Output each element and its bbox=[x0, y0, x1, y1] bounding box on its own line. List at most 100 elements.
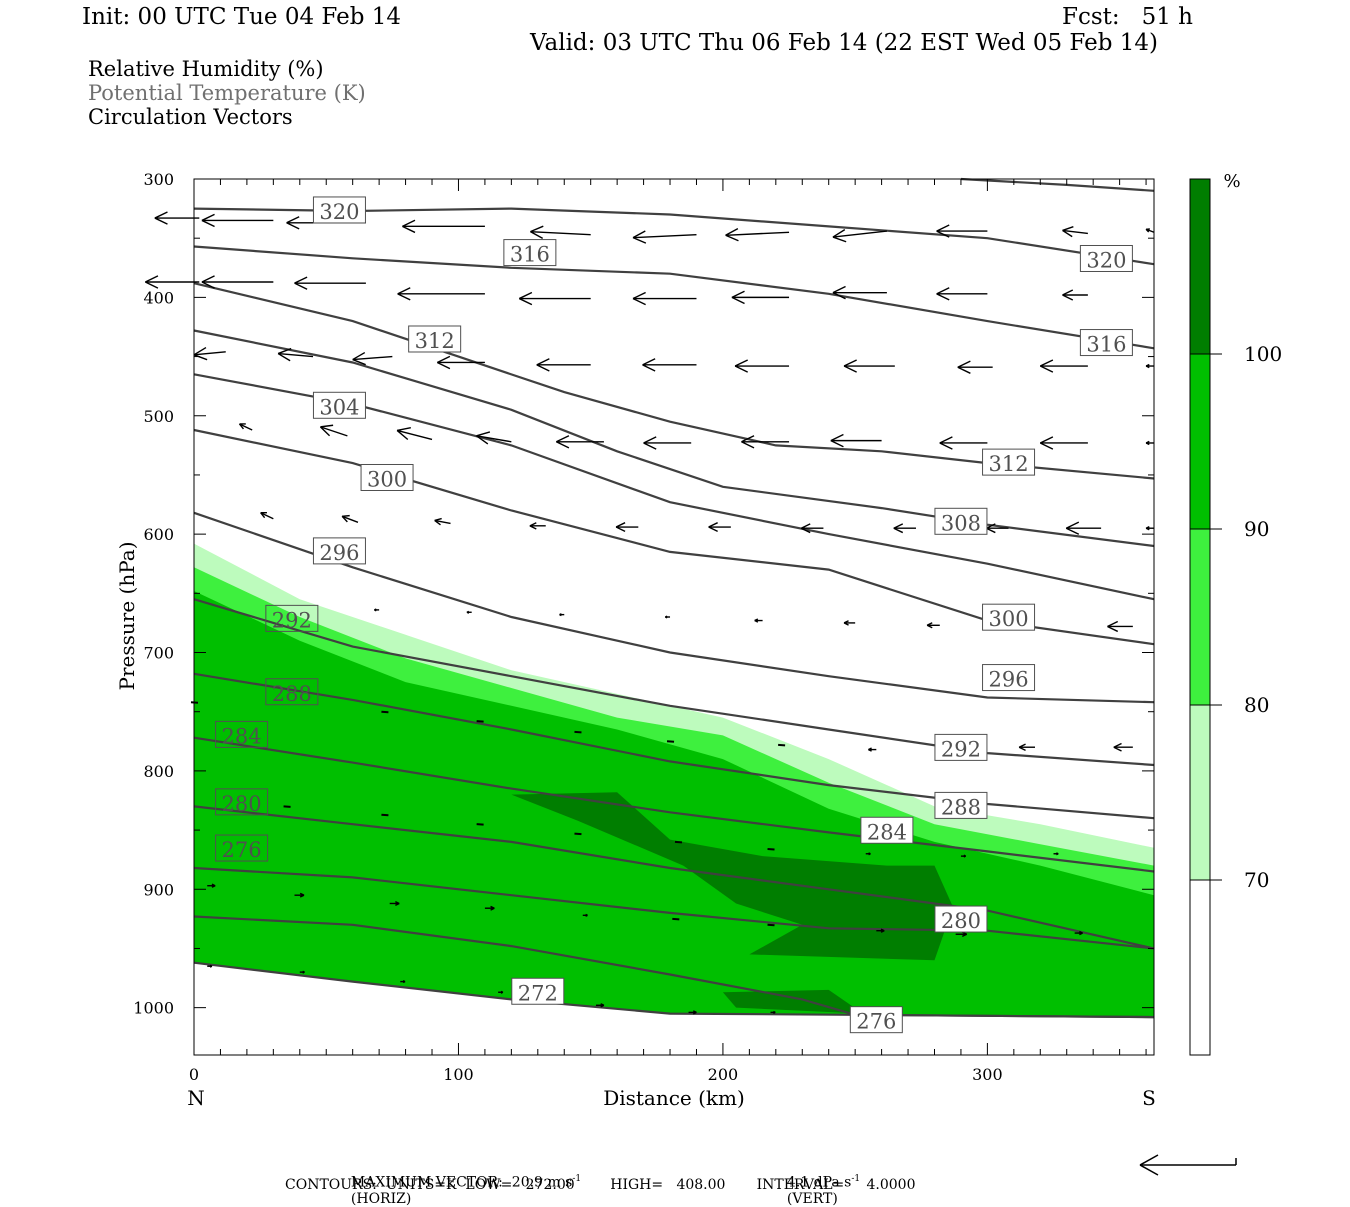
svg-text:288: 288 bbox=[941, 795, 981, 819]
svg-text:312: 312 bbox=[415, 329, 455, 353]
circulation-vector bbox=[843, 620, 856, 626]
theta-contour-296 bbox=[193, 511, 1155, 704]
circulation-vector bbox=[556, 435, 604, 449]
svg-text:320: 320 bbox=[319, 200, 359, 224]
theta-label-300: 300 bbox=[360, 463, 414, 491]
svg-text:284: 284 bbox=[222, 724, 262, 748]
circulation-vector bbox=[1113, 742, 1133, 752]
circulation-vector bbox=[193, 346, 226, 361]
circulation-vector bbox=[800, 523, 824, 534]
circulation-vector bbox=[476, 720, 484, 723]
svg-text:320: 320 bbox=[1086, 248, 1126, 272]
circulation-vector bbox=[632, 291, 697, 306]
circulation-vector bbox=[1145, 228, 1155, 233]
circulation-vector bbox=[767, 848, 775, 851]
y-tick-label: 500 bbox=[143, 407, 174, 426]
circulation-vector bbox=[615, 522, 639, 533]
svg-text:316: 316 bbox=[510, 243, 550, 267]
circulation-vector bbox=[770, 1010, 776, 1014]
circulation-vector bbox=[1074, 930, 1083, 936]
x-tick-label: 200 bbox=[708, 1065, 739, 1084]
below-ground-mask bbox=[194, 962, 1154, 1055]
circulation-vector bbox=[643, 436, 692, 450]
circulation-vector bbox=[536, 358, 591, 372]
svg-text:316: 316 bbox=[1086, 333, 1126, 357]
svg-text:276: 276 bbox=[222, 838, 262, 862]
theta-label-292: 292 bbox=[934, 733, 988, 761]
circulation-vector bbox=[939, 436, 988, 450]
colorbar-segment bbox=[1189, 704, 1211, 881]
theta-label-308: 308 bbox=[934, 507, 988, 535]
north-end-label: N bbox=[187, 1086, 205, 1110]
circulation-vector bbox=[1107, 620, 1133, 633]
circulation-vector bbox=[294, 892, 305, 898]
svg-text:276: 276 bbox=[856, 1010, 896, 1034]
circulation-vector bbox=[582, 913, 588, 917]
unit-exponent: -1 bbox=[851, 1174, 861, 1184]
maximum-vector-vert: 4.1 dPa s bbox=[786, 1174, 852, 1191]
forecast-hour: Fcst: 51 h bbox=[1062, 4, 1193, 30]
circulation-vector bbox=[299, 970, 305, 974]
circulation-vector bbox=[725, 227, 790, 242]
svg-text:292: 292 bbox=[941, 737, 981, 761]
circulation-vector bbox=[876, 928, 885, 933]
circulation-vector bbox=[832, 229, 887, 243]
circulation-vector bbox=[154, 211, 200, 225]
theta-label-272: 272 bbox=[511, 977, 565, 1005]
circulation-vector bbox=[574, 730, 582, 734]
circulation-vector bbox=[960, 854, 967, 858]
circulation-vector bbox=[1053, 852, 1059, 856]
y-tick-label: 1000 bbox=[133, 999, 174, 1018]
circulation-vector bbox=[484, 905, 495, 911]
legend-circulation-vectors: Circulation Vectors bbox=[88, 105, 293, 129]
circulation-vector bbox=[1062, 226, 1088, 238]
y-axis-label: Pressure (hPa) bbox=[115, 542, 139, 691]
vert-tag: (VERT) bbox=[786, 1190, 838, 1207]
y-tick-label: 400 bbox=[143, 288, 174, 307]
svg-text:284: 284 bbox=[867, 820, 907, 844]
circulation-vector bbox=[731, 290, 790, 305]
circulation-vector bbox=[672, 917, 680, 921]
circulation-vector bbox=[1039, 436, 1088, 450]
theta-label-316: 316 bbox=[1079, 329, 1133, 357]
circulation-vector bbox=[1145, 363, 1154, 369]
circulation-vector bbox=[1039, 359, 1088, 373]
theta-label-276: 276 bbox=[849, 1006, 903, 1034]
horiz-tag: (HORIZ) bbox=[350, 1190, 412, 1207]
rh-colorbar: 70 80 90 100 bbox=[1189, 178, 1282, 1056]
y-tick-label: 900 bbox=[143, 880, 174, 899]
circulation-vector bbox=[397, 287, 485, 301]
circulation-vector bbox=[374, 608, 380, 612]
circulation-vector bbox=[476, 823, 484, 826]
circulation-vector bbox=[868, 747, 877, 752]
legend-relative-humidity: Relative Humidity (%) bbox=[88, 57, 324, 81]
circulation-vector bbox=[283, 805, 291, 808]
circulation-vector bbox=[986, 523, 1009, 534]
circulation-vector bbox=[201, 275, 274, 289]
theta-label-280: 280 bbox=[934, 905, 988, 933]
circulation-vector bbox=[1065, 521, 1102, 535]
circulation-vector bbox=[595, 1003, 605, 1008]
circulation-vector bbox=[926, 622, 940, 629]
circulation-vector bbox=[666, 740, 675, 743]
y-tick-label: 300 bbox=[143, 170, 174, 189]
circulation-vector bbox=[664, 615, 671, 619]
svg-text:292: 292 bbox=[272, 608, 312, 632]
circulation-vector bbox=[674, 840, 683, 844]
colorbar-label: 80 bbox=[1244, 693, 1269, 717]
circulation-vector bbox=[574, 832, 582, 836]
theta-label-284: 284 bbox=[860, 816, 914, 844]
theta-contour-308 bbox=[193, 329, 1155, 548]
theta-label-300: 300 bbox=[982, 603, 1036, 631]
circulation-vector bbox=[466, 610, 472, 614]
circulation-vector bbox=[238, 423, 253, 431]
colorbar-segment bbox=[1189, 353, 1211, 530]
axes-layer: 300 400 500 600 700 800 900 1000 0 100 200 300 bbox=[133, 170, 1154, 1084]
theta-label-288: 288 bbox=[265, 678, 319, 706]
circulation-vector bbox=[843, 359, 895, 373]
circulation-vector bbox=[893, 523, 916, 534]
svg-text:300: 300 bbox=[367, 467, 407, 491]
legend-potential-temperature: Potential Temperature (K) bbox=[88, 81, 366, 105]
circulation-vector bbox=[734, 359, 790, 373]
theta-label-276: 276 bbox=[215, 834, 269, 862]
